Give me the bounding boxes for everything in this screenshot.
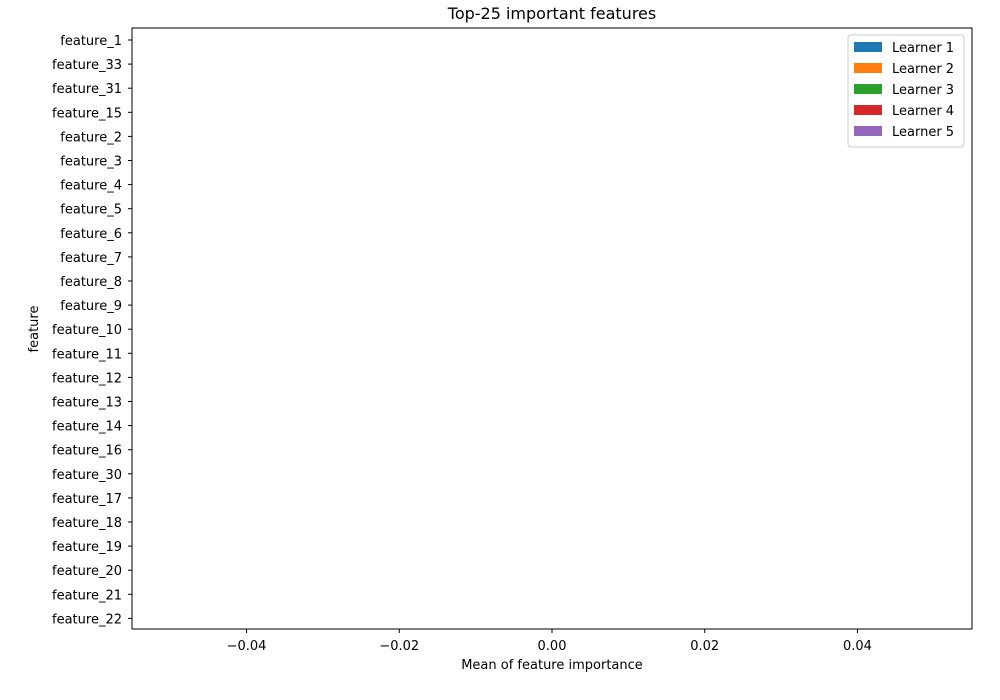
x-tick-label: 0.02 bbox=[690, 639, 719, 654]
x-tick-label: 0.00 bbox=[538, 639, 567, 654]
y-tick-label: feature_18 bbox=[52, 516, 122, 531]
legend-swatch bbox=[854, 42, 882, 52]
y-tick-label: feature_7 bbox=[60, 251, 122, 266]
y-tick-label: feature_30 bbox=[52, 468, 122, 483]
y-tick-label: feature_11 bbox=[52, 347, 122, 362]
legend-swatch bbox=[854, 126, 882, 136]
y-tick-label: feature_15 bbox=[52, 106, 122, 121]
legend-swatch bbox=[854, 84, 882, 94]
chart-title: Top-25 important features bbox=[447, 4, 656, 23]
y-tick-label: feature_3 bbox=[60, 155, 122, 170]
x-axis-ticks: −0.04 −0.02 0.00 0.02 0.04 bbox=[227, 629, 872, 654]
y-tick-label: feature_9 bbox=[60, 299, 122, 314]
y-tick-label: feature_8 bbox=[60, 275, 122, 290]
x-tick-label: 0.04 bbox=[843, 639, 872, 654]
y-tick-label: feature_2 bbox=[60, 130, 122, 145]
x-axis-label: Mean of feature importance bbox=[461, 658, 643, 673]
y-tick-label: feature_19 bbox=[52, 540, 122, 555]
legend-label: Learner 2 bbox=[892, 62, 954, 77]
y-tick-label: feature_14 bbox=[52, 420, 122, 435]
y-tick-label: feature_17 bbox=[52, 492, 122, 507]
y-tick-label: feature_4 bbox=[60, 179, 122, 194]
legend-label: Learner 1 bbox=[892, 41, 954, 56]
y-tick-label: feature_31 bbox=[52, 82, 122, 97]
y-tick-label: feature_13 bbox=[52, 396, 122, 411]
legend-label: Learner 4 bbox=[892, 104, 954, 119]
x-tick-label: −0.02 bbox=[379, 639, 419, 654]
y-axis-label: feature bbox=[27, 306, 42, 353]
plot-frame bbox=[131, 27, 973, 630]
y-tick-label: feature_10 bbox=[52, 323, 122, 338]
y-tick-label: feature_12 bbox=[52, 371, 122, 386]
y-tick-label: feature_5 bbox=[60, 203, 122, 218]
legend-swatch bbox=[854, 105, 882, 115]
legend-label: Learner 5 bbox=[892, 125, 954, 140]
legend-swatch bbox=[854, 63, 882, 73]
legend: Learner 1 Learner 2 Learner 3 Learner 4 Lear… bbox=[847, 34, 965, 148]
legend-label: Learner 3 bbox=[892, 83, 954, 98]
y-axis-ticks: feature_1 feature_33 feature_31 feature_15f… bbox=[52, 34, 132, 627]
y-tick-label: feature_20 bbox=[52, 564, 122, 579]
y-tick-label: feature_16 bbox=[52, 444, 122, 459]
x-tick-label: −0.04 bbox=[227, 639, 267, 654]
y-tick-label: feature_1 bbox=[60, 34, 122, 49]
y-tick-label: feature_21 bbox=[52, 588, 122, 603]
y-tick-label: feature_6 bbox=[60, 227, 122, 242]
y-tick-label: feature_33 bbox=[52, 58, 122, 73]
y-tick-label: feature_22 bbox=[52, 612, 122, 627]
